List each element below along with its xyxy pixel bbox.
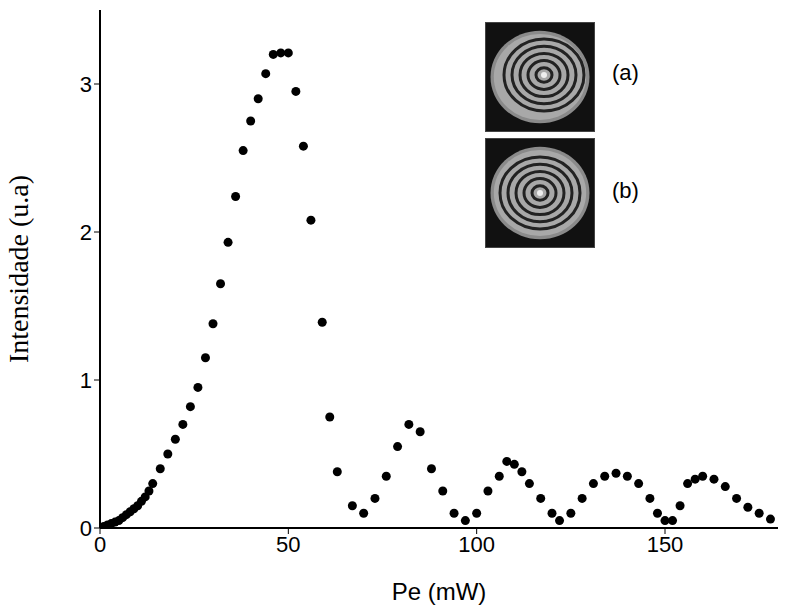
svg-text:Pe (mW): Pe (mW): [392, 578, 487, 605]
svg-text:3: 3: [80, 72, 92, 97]
svg-text:1: 1: [80, 368, 92, 393]
svg-text:0: 0: [80, 516, 92, 541]
svg-text:100: 100: [458, 532, 495, 557]
svg-text:150: 150: [647, 532, 684, 557]
svg-text:50: 50: [276, 532, 300, 557]
html-text:(a): (a): [612, 60, 639, 85]
svg-text:0: 0: [94, 532, 106, 557]
svg-text:Intensidade (u.a): Intensidade (u.a): [3, 175, 34, 363]
svg-text:2: 2: [80, 220, 92, 245]
html-text:(b): (b): [612, 178, 639, 203]
